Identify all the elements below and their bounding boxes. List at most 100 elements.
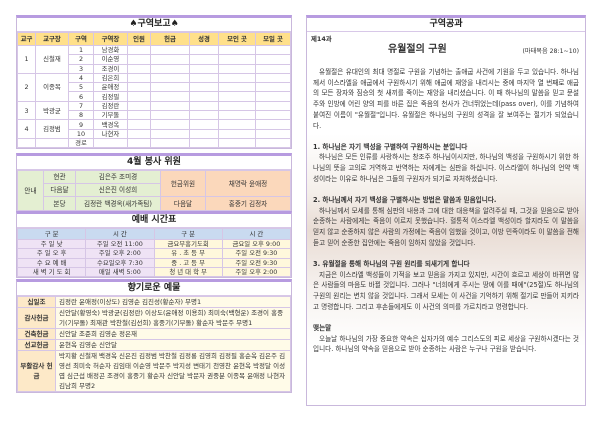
- offering-names: 채명락 윤애정: [205, 170, 291, 197]
- column-header: 교구: [17, 32, 36, 46]
- service-name: 금요부흥기도회: [153, 238, 223, 250]
- empty-cell: [255, 44, 291, 56]
- point-heading: 1. 하나님은 자기 백성을 구별하여 구원하시는 분입니다: [313, 142, 468, 151]
- empty-cell: [255, 119, 291, 130]
- empty-cell: [127, 137, 151, 149]
- empty-cell: [218, 110, 256, 121]
- names: 김정란 백경옥(새가족팀): [75, 196, 161, 211]
- empty-cell: [189, 91, 219, 102]
- district-report-table: 교구 교구장 구역 구역장 인원 헌금 성경 모인 곳 모일 곳 1 신철재 1 남경화 2 이순영 3 조경…: [17, 32, 291, 149]
- parish-leader: 이종목: [35, 72, 69, 102]
- empty-cell: [127, 128, 151, 139]
- parish-leader: 김정범: [35, 119, 69, 139]
- empty-cell: [127, 72, 151, 84]
- point-body: 오늘날 하나님의 가장 중요한 약속은 십자가의 예수 그리스도의 피로 세상을…: [313, 334, 579, 354]
- offering-type: 부활감사 헌금: [17, 350, 56, 392]
- district-number: 5: [68, 82, 94, 93]
- empty-cell: [127, 110, 151, 121]
- offerings-title: 향기로운 예물: [17, 282, 291, 296]
- empty-cell: [93, 137, 128, 149]
- offerings-section: 향기로운 예물 십일조 김정란 윤애정(이상도) 김영순 김진성(황순자) 무명1…: [16, 279, 292, 393]
- table-row: 부활감사 헌금 박지황 신철재 백경옥 신은진 김정범 박찬철 김정룡 김영희 김…: [17, 350, 291, 392]
- empty-cell: [255, 128, 291, 139]
- district-leader: 이순영: [93, 54, 128, 65]
- column-header: 구역: [68, 32, 94, 46]
- service-volunteers-section: 4월 봉사 위원 안내 현관 김은주 조미경 헌금위원 채명락 윤애정 다음달 …: [16, 153, 292, 212]
- next-names: 홍중기 김정자: [205, 196, 291, 211]
- lesson-title: 유월절의 구원: [388, 43, 447, 55]
- table-row: 2 이순영: [18, 54, 291, 65]
- table-row: 주 일 오 후 주일 오후 2:00 유 . 초 등 부 주일 오전 9:30: [16, 248, 292, 259]
- offering-names: 김정란 윤애정(이상도) 김영순 김진성(황순자) 무명1: [55, 296, 291, 308]
- service-name: 청 년 대 학 부: [153, 266, 223, 278]
- guide-label: 안내: [17, 170, 44, 211]
- empty-cell: [189, 137, 219, 149]
- district-leader: 조경이: [93, 63, 128, 74]
- empty-cell: [218, 72, 256, 84]
- point-body: 하나님께서 모세를 통해 심판의 내용과 그에 대한 대응책을 알려주실 때, …: [313, 206, 579, 247]
- empty-cell: [127, 54, 151, 65]
- district-report-section: ♠구역보고♠ 교구 교구장 구역 구역장 인원 헌금 성경 모인 곳 모일 곳 1 신철재 1 남경화…: [16, 15, 292, 150]
- service-time: 주일 오후 2:00: [221, 266, 292, 278]
- empty-cell: [189, 44, 219, 56]
- empty-cell: [150, 119, 190, 130]
- table-row: 5 윤애정: [18, 82, 291, 93]
- empty-cell: [218, 82, 256, 93]
- empty-cell: [150, 137, 190, 149]
- service-name: 수 요 예 배: [16, 257, 87, 268]
- table-row: 2 이종목 4 김은희: [17, 72, 291, 102]
- lesson-section: 구역공과 제14과 유월절의 구원 (마태복음 28:1~10) 유월절은 유대인…: [306, 15, 586, 406]
- table-row: 수 요 예 배 수요일오후 7:30 중 . 고 등 부 주일 오전 9:30: [16, 257, 292, 268]
- parish-leader: 박광균: [35, 100, 69, 121]
- district-number: 10: [68, 128, 94, 139]
- empty-cell: [150, 100, 190, 112]
- empty-cell: [255, 137, 291, 149]
- empty-cell: [218, 119, 256, 130]
- column-header: 모인 곳: [218, 32, 256, 46]
- district-number: 4: [68, 72, 94, 84]
- lesson-section-title: 구역공과: [307, 18, 585, 32]
- empty-cell: [218, 137, 256, 149]
- district-number: 7: [68, 100, 94, 112]
- column-header: 시 간: [221, 228, 292, 240]
- empty-cell: [218, 44, 256, 56]
- offerings-table: 십일조 김정란 윤애정(이상도) 김영순 김진성(황순자) 무명1 감사헌금 신안달(…: [17, 296, 291, 392]
- empty-cell: [189, 128, 219, 139]
- names: 신은진 이성희: [75, 183, 161, 197]
- service-name: 새 벽 기 도 회: [16, 266, 87, 278]
- point-body: 지금은 이스라엘 백성들이 기적을 보고 믿음을 가지고 있지만, 시간이 흐르…: [313, 270, 579, 311]
- point-heading: 2. 하나님께서 자기 백성을 구별하시는 방법은 말씀과 믿음입니다.: [313, 195, 497, 204]
- worship-schedule-title: 예배 시간표: [17, 214, 291, 228]
- lesson-number: 제14과: [311, 35, 332, 43]
- service-time: 매일 새벽 5:00: [85, 266, 155, 278]
- district-number: 8: [68, 110, 94, 121]
- empty-cell: [127, 82, 151, 93]
- service-name: 유 . 초 등 부: [153, 248, 223, 259]
- next-label: 다음달: [160, 196, 206, 211]
- intro-paragraph: 유월절은 유대인의 최대 명절로 구원을 기념하는 출애굽 사건에 기원을 두고…: [313, 67, 579, 130]
- empty-cell: [255, 110, 291, 121]
- district-leader: 백경옥: [93, 119, 128, 130]
- district-leader: 김은희: [93, 72, 128, 84]
- table-row: 선교헌금 윤현옥 김영순 신안달: [17, 339, 291, 351]
- empty-cell: [150, 44, 190, 56]
- place: 현관: [43, 170, 76, 184]
- column-header: 시 간: [85, 228, 155, 240]
- service-time: 금요일 오후 9:00: [221, 238, 292, 250]
- empty-cell: [35, 137, 69, 149]
- table-row: 주 일 낮 주일 오전 11:00 금요부흥기도회 금요일 오후 9:00: [16, 238, 292, 250]
- names: 김은주 조미경: [75, 170, 161, 184]
- district-number: 9: [68, 119, 94, 130]
- empty-cell: [189, 119, 219, 130]
- table-row: 3 조경이: [18, 63, 291, 74]
- district-leader: 김정필: [93, 91, 128, 102]
- empty-cell: [255, 82, 291, 93]
- empty-cell: [150, 72, 190, 84]
- empty-cell: [255, 100, 291, 112]
- column-header: 구 분: [16, 228, 87, 240]
- offering-names: 윤현옥 김영순 신안달: [55, 339, 291, 351]
- service-name: 주 일 낮: [16, 238, 87, 250]
- empty-cell: [255, 72, 291, 84]
- empty-cell: [218, 91, 256, 102]
- service-time: 주일 오후 2:00: [85, 248, 155, 259]
